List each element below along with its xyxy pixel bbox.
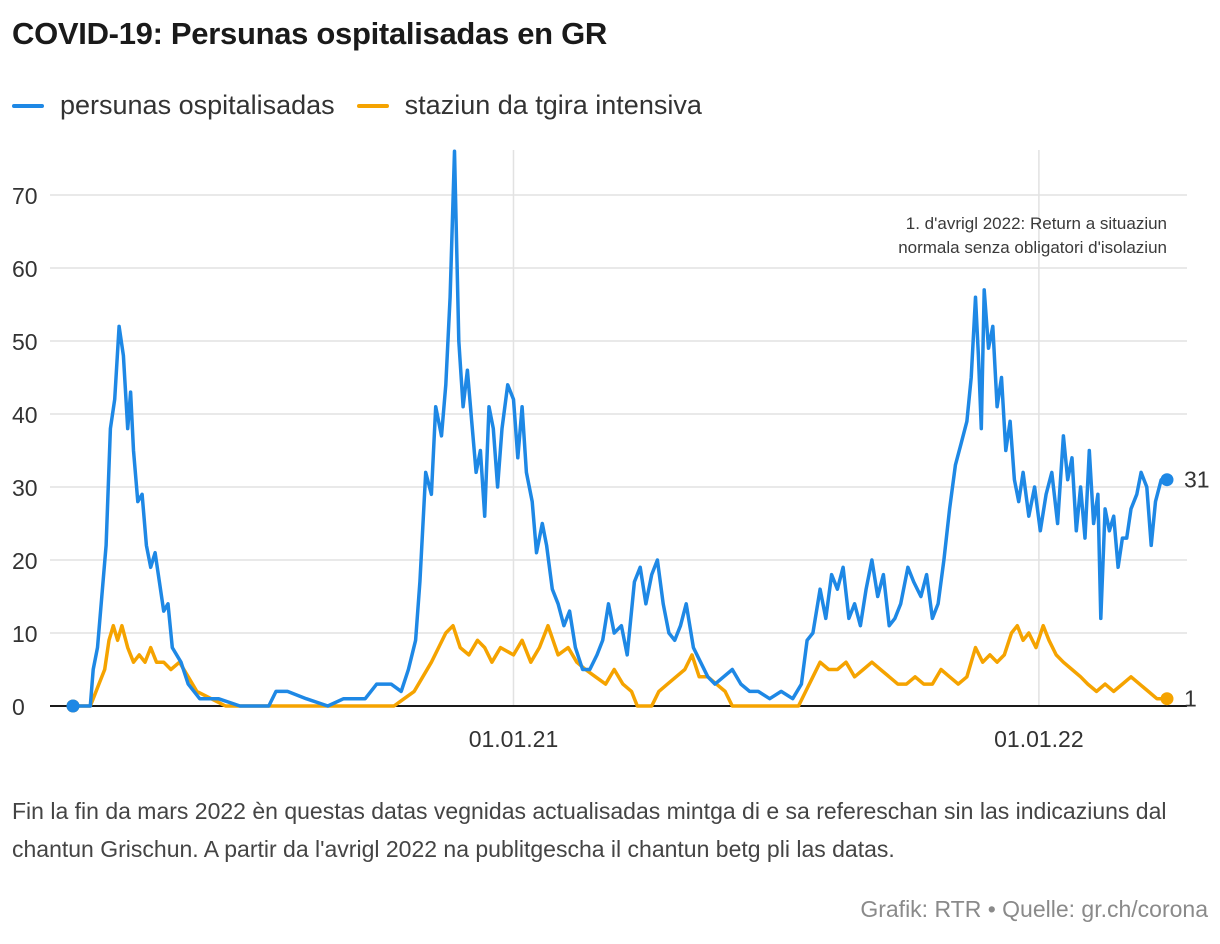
y-tick-label-30: 30 [12,475,38,501]
legend: persunas ospitalisadas staziun da tgira … [12,90,724,121]
y-tick-label-50: 50 [12,329,38,355]
legend-item-hospital: persunas ospitalisadas [12,90,335,121]
x-tick-label-01.01.21: 01.01.21 [469,726,559,752]
series-line-hospital [71,149,1169,708]
legend-label-icu: staziun da tgira intensiva [404,90,702,120]
series-end-dot-hospital [1160,473,1174,487]
annotation-line-1: 1. d'avrigl 2022: Return a situaziun [906,214,1167,233]
source-credit: Grafik: RTR • Quelle: gr.ch/corona [860,896,1208,922]
series-line-icu [71,623,1169,708]
legend-swatch-icu [356,103,389,108]
line-chart: 0 10 20 30 40 50 60 70 01.01.21 01.01.22 1. d'avri… [12,149,1210,752]
series-end-dot-icu [1160,692,1174,706]
y-tick-label-40: 40 [12,402,38,428]
legend-swatch-hospital [12,103,44,108]
footnote: Fin la fin da mars 2022 èn questas datas… [12,798,1167,862]
x-tick-label-01.01.22: 01.01.22 [994,726,1084,752]
y-tick-label-70: 70 [12,183,38,209]
end-value-label-icu: 1 [1184,686,1197,712]
y-tick-label-60: 60 [12,256,38,282]
annotation-line-2: normala senza obligatori d'isolaziun [898,238,1167,257]
series-start-dot-hospital [66,699,80,713]
y-tick-label-0: 0 [12,694,25,720]
legend-label-hospital: persunas ospitalisadas [60,90,335,120]
y-tick-label-10: 10 [12,621,38,647]
y-tick-label-20: 20 [12,548,38,574]
legend-item-icu: staziun da tgira intensiva [356,90,702,121]
chart-title: COVID-19: Persunas ospitalisadas en GR [12,16,608,51]
end-value-label-hospital: 31 [1184,467,1210,493]
